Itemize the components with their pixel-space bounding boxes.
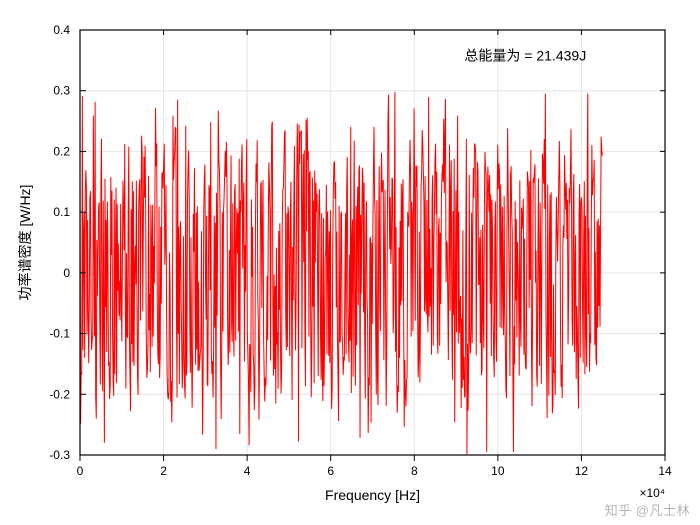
xtick-label: 12 [575,464,589,478]
psd-line-chart: 0 2 4 6 8 10 12 14 -0.3 -0.2 -0.1 0 0.1 0.2 0.3 0.4 Freq… [0,0,700,525]
ytick-label: 0.4 [53,23,70,37]
ytick-label: -0.2 [49,387,70,401]
xtick-label: 14 [658,464,672,478]
total-energy-annotation: 总能量为 = 21.439J [464,47,586,63]
x-multiplier: ×10⁴ [639,486,665,500]
xtick-label: 0 [77,464,84,478]
xtick-label: 2 [160,464,167,478]
x-axis-label: Frequency [Hz] [325,487,420,503]
xtick-label: 6 [327,464,334,478]
ytick-label: 0 [63,266,70,280]
y-axis-label: 功率谱密度 [W/Hz] [17,185,33,301]
ytick-label: -0.1 [49,327,70,341]
ytick-label: -0.3 [49,448,70,462]
ytick-label: 0.2 [53,144,70,158]
xtick-label: 4 [244,464,251,478]
xtick-label: 10 [491,464,505,478]
xtick-label: 8 [411,464,418,478]
ytick-label: 0.1 [53,205,70,219]
ytick-label: 0.3 [53,84,70,98]
